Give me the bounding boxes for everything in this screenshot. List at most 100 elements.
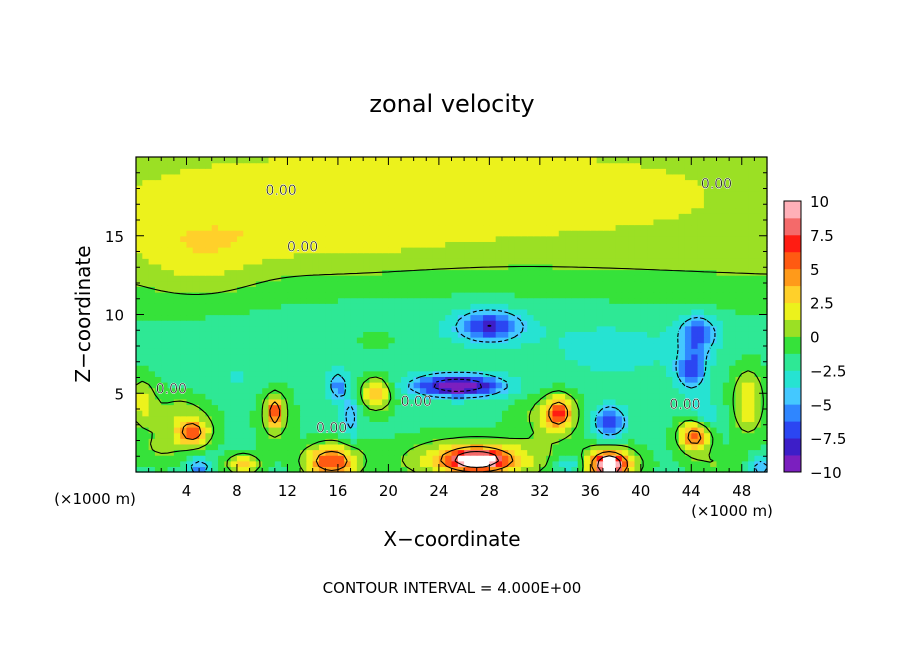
field-cell bbox=[489, 190, 497, 197]
field-cell bbox=[710, 331, 718, 338]
field-cell bbox=[684, 460, 692, 467]
field-cell bbox=[678, 415, 686, 422]
field-cell bbox=[167, 308, 175, 316]
field-cell bbox=[142, 269, 150, 276]
field-cell bbox=[697, 325, 705, 332]
field-cell bbox=[211, 263, 219, 271]
field-cell bbox=[470, 427, 478, 434]
field-cell bbox=[344, 303, 352, 310]
field-cell bbox=[224, 241, 232, 248]
field-cell bbox=[735, 398, 743, 406]
field-cell bbox=[312, 275, 320, 282]
field-cell bbox=[571, 432, 579, 439]
field-cell bbox=[205, 393, 213, 400]
field-cell bbox=[451, 235, 459, 242]
field-cell bbox=[142, 303, 150, 310]
field-cell bbox=[647, 224, 655, 231]
field-cell bbox=[432, 258, 440, 265]
field-cell bbox=[552, 410, 560, 417]
field-cell bbox=[192, 297, 200, 304]
field-cell bbox=[508, 224, 516, 231]
field-cell bbox=[148, 393, 156, 400]
field-cell bbox=[520, 269, 528, 276]
field-cell bbox=[300, 365, 307, 372]
field-cell bbox=[293, 308, 301, 316]
field-cell bbox=[609, 258, 617, 265]
field-cell bbox=[609, 415, 617, 422]
field-cell bbox=[691, 202, 699, 209]
field-cell bbox=[136, 331, 143, 338]
field-cell bbox=[154, 258, 162, 265]
field-cell bbox=[590, 235, 598, 242]
field-cell bbox=[426, 241, 434, 248]
field-cell bbox=[445, 247, 453, 254]
field-cell bbox=[394, 213, 402, 220]
field-cell bbox=[363, 359, 371, 366]
field-cell bbox=[489, 280, 497, 287]
field-cell bbox=[501, 421, 509, 428]
field-cell bbox=[249, 325, 257, 332]
field-cell bbox=[382, 387, 389, 394]
field-cell bbox=[382, 455, 389, 462]
field-cell bbox=[602, 342, 610, 349]
field-cell bbox=[293, 387, 301, 394]
field-cell bbox=[394, 438, 402, 445]
field-cell bbox=[438, 202, 446, 209]
field-cell bbox=[438, 353, 446, 361]
field-cell bbox=[716, 258, 724, 265]
field-cell bbox=[539, 325, 547, 332]
field-cell bbox=[161, 202, 169, 209]
field-cell bbox=[218, 353, 225, 361]
field-cell bbox=[741, 342, 749, 349]
field-cell bbox=[350, 269, 358, 276]
field-cell bbox=[684, 404, 692, 411]
field-cell bbox=[653, 460, 661, 467]
field-cell bbox=[142, 286, 150, 293]
field-cell bbox=[426, 263, 434, 271]
field-cell bbox=[495, 202, 503, 209]
field-cell bbox=[539, 247, 547, 254]
field-cell bbox=[401, 432, 408, 439]
field-cell bbox=[344, 393, 352, 400]
field-cell bbox=[325, 297, 333, 304]
field-cell bbox=[218, 398, 225, 406]
field-cell bbox=[243, 308, 251, 316]
field-cell bbox=[268, 218, 276, 226]
field-cell bbox=[615, 292, 623, 299]
field-cell bbox=[546, 365, 554, 372]
field-cell bbox=[344, 376, 352, 383]
field-cell bbox=[192, 432, 200, 439]
field-cell bbox=[312, 207, 320, 214]
field-cell bbox=[457, 241, 465, 248]
field-cell bbox=[716, 466, 724, 473]
field-cell bbox=[514, 421, 522, 428]
field-cell bbox=[293, 325, 301, 332]
field-cell bbox=[337, 376, 345, 383]
field-cell bbox=[369, 190, 377, 197]
field-cell bbox=[464, 320, 472, 327]
field-cell bbox=[300, 359, 307, 366]
field-cell bbox=[615, 325, 623, 332]
field-cell bbox=[678, 348, 686, 355]
field-cell bbox=[565, 438, 572, 445]
field-cell bbox=[281, 269, 289, 276]
field-cell bbox=[710, 404, 718, 411]
field-cell bbox=[621, 376, 629, 383]
field-cell bbox=[394, 427, 402, 434]
field-cell bbox=[552, 376, 560, 383]
field-cell bbox=[205, 269, 213, 276]
field-cell bbox=[274, 202, 282, 209]
field-cell bbox=[211, 297, 219, 304]
field-cell bbox=[621, 224, 629, 231]
field-cell bbox=[432, 325, 440, 332]
field-cell bbox=[142, 415, 150, 422]
field-cell bbox=[281, 382, 289, 389]
field-cell bbox=[558, 353, 566, 361]
field-cell bbox=[394, 235, 402, 242]
field-cell bbox=[394, 308, 402, 316]
field-cell bbox=[760, 365, 768, 372]
field-cell bbox=[445, 202, 453, 209]
field-cell bbox=[483, 325, 490, 332]
field-cell bbox=[363, 348, 371, 355]
field-cell bbox=[609, 376, 617, 383]
